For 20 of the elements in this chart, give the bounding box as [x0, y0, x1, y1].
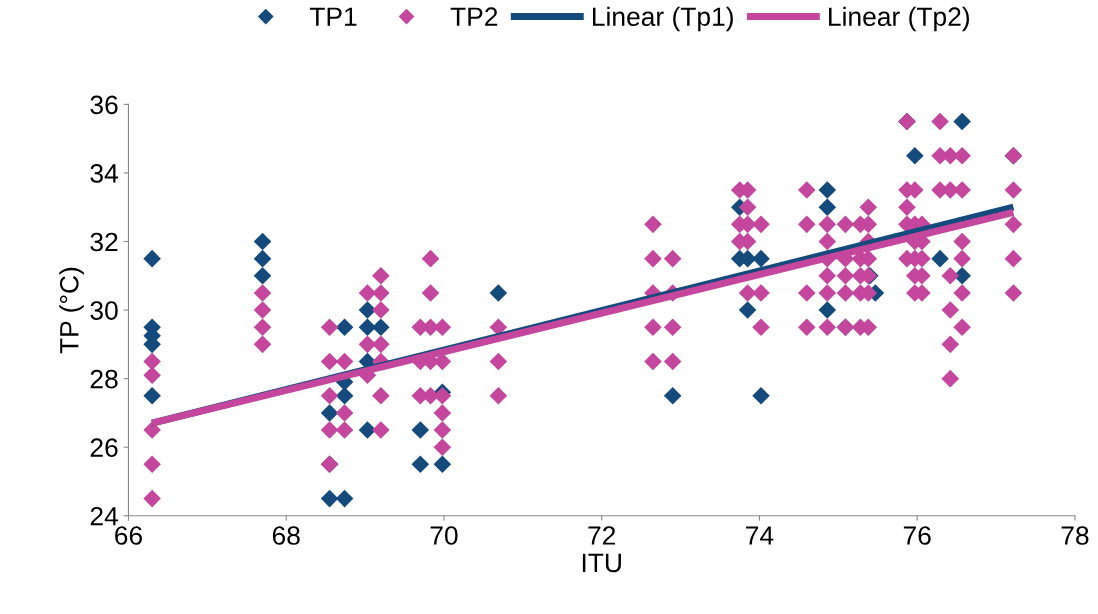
x-tick-label: 74 — [746, 526, 774, 545]
y-tick-label: 26 — [90, 438, 118, 458]
legend-label: TP1 — [309, 7, 357, 26]
legend-label: Linear (Tp2) — [829, 6, 969, 32]
x-tick-label: 68 — [272, 526, 300, 545]
x-tick-label: 78 — [1061, 526, 1089, 545]
x-tick-label: 70 — [430, 526, 458, 545]
y-tick-label: 34 — [90, 164, 118, 183]
y-tick-label: 28 — [90, 369, 118, 389]
legend-label: Linear (Tp1) — [592, 6, 733, 32]
y-tick-label: 36 — [90, 95, 118, 115]
y-axis-title: TP (°C) — [59, 267, 84, 354]
y-tick-label: 30 — [90, 301, 118, 320]
x-axis-title: ITU — [582, 553, 621, 573]
x-tick-label: 76 — [903, 526, 931, 545]
x-tick-label: 66 — [115, 526, 142, 545]
legend-label: TP2 — [450, 7, 498, 26]
x-tick-label: 72 — [588, 526, 616, 545]
y-tick-label: 24 — [90, 506, 118, 526]
y-tick-label: 32 — [90, 232, 118, 252]
